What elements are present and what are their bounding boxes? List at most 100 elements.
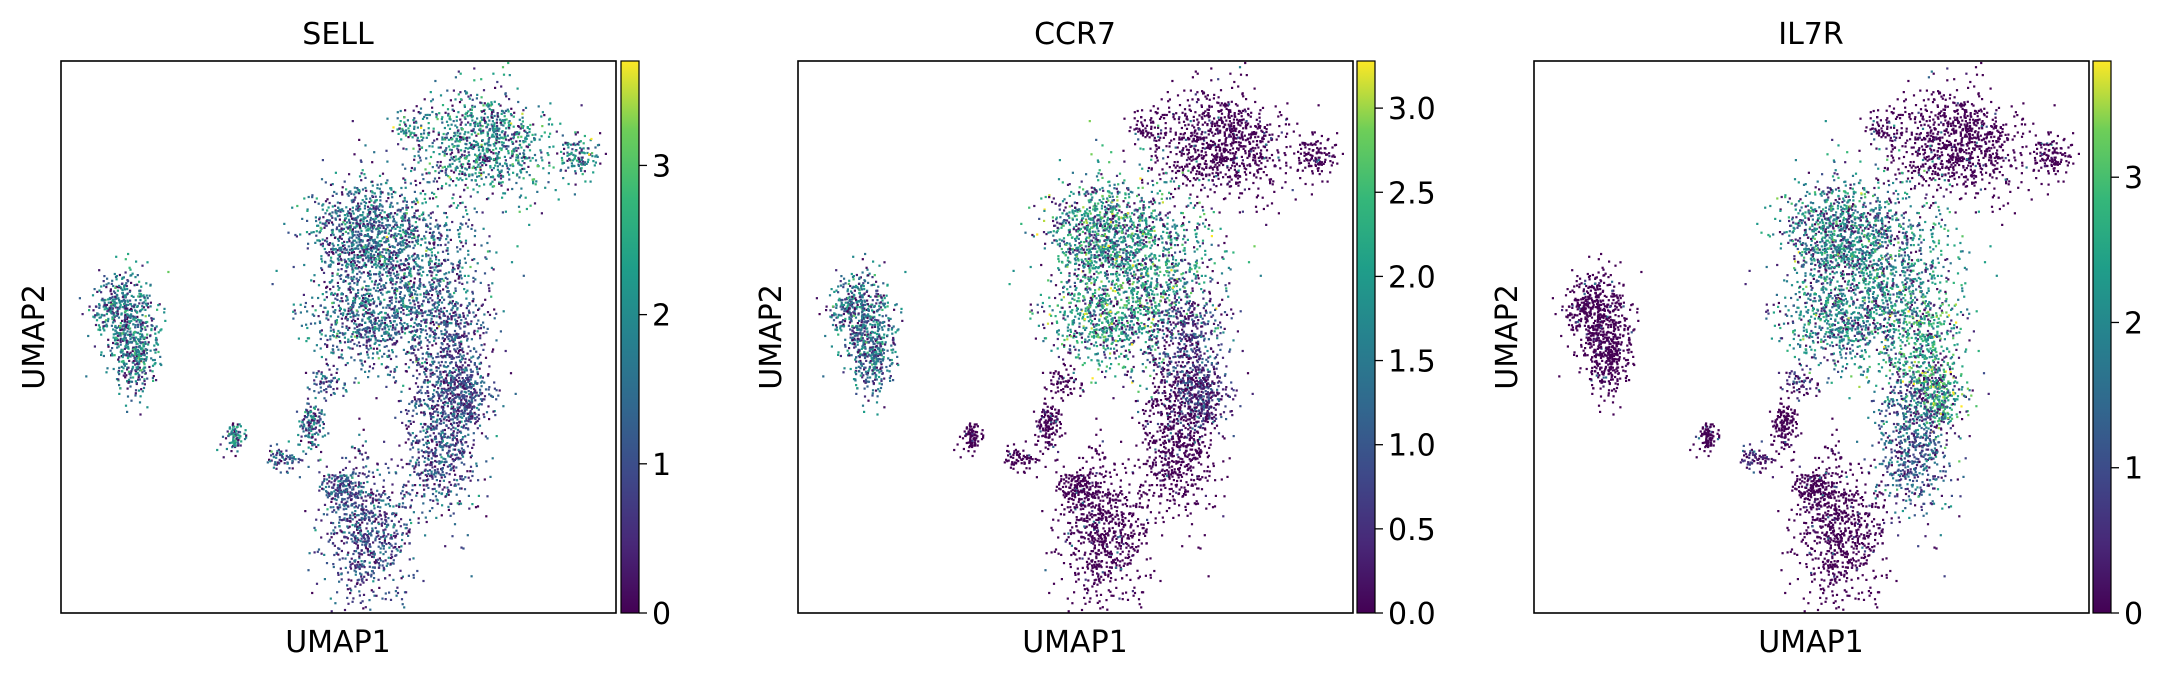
cell-point (380, 204, 383, 207)
cell-point (357, 330, 360, 334)
cell-point (431, 320, 435, 324)
cell-point (543, 114, 546, 117)
cell-point (103, 275, 106, 278)
cell-point (500, 148, 503, 152)
cell-point (391, 227, 394, 230)
cell-point (441, 343, 444, 346)
cell-point (496, 127, 499, 130)
cell-point (490, 116, 493, 119)
cell-point (389, 216, 392, 219)
cell-point (421, 365, 424, 368)
cell-point (129, 371, 132, 374)
cell-point (508, 74, 511, 77)
cell-point (485, 176, 488, 179)
cell-point (350, 277, 353, 280)
cell-point (353, 254, 356, 257)
cell-point (502, 310, 505, 313)
cell-point (378, 265, 381, 268)
cell-point (344, 363, 347, 367)
cell-point (345, 248, 348, 251)
cell-point (428, 352, 431, 355)
cell-point (439, 164, 442, 167)
cell-point (138, 321, 141, 324)
cell-point (438, 299, 441, 302)
cell-point (433, 139, 436, 142)
cell-point (465, 334, 468, 338)
cell-point (500, 169, 503, 172)
cell-point (440, 187, 443, 190)
cell-point (481, 118, 484, 121)
cell-point (434, 334, 437, 337)
cell-point (144, 348, 147, 351)
cell-point (399, 109, 402, 113)
cell-point (409, 286, 412, 289)
cell-point (321, 208, 324, 211)
cell-point (321, 245, 324, 248)
cell-point (449, 382, 453, 385)
cell-point (421, 173, 424, 176)
cell-point (431, 266, 434, 269)
cell-point (473, 333, 476, 336)
cell-point (394, 343, 397, 346)
cell-point (134, 299, 137, 302)
cell-point (366, 215, 369, 218)
cell-point (433, 246, 436, 249)
cell-point (433, 238, 436, 241)
cell-point (431, 191, 434, 194)
cell-point (406, 266, 409, 270)
cell-point (480, 96, 483, 99)
cell-point (415, 263, 418, 266)
cell-point (457, 408, 460, 411)
cell-point (430, 254, 433, 257)
cell-point (428, 231, 431, 234)
cell-point (357, 381, 360, 384)
cell-point (460, 153, 464, 156)
cell-point (479, 337, 482, 340)
cell-point (325, 237, 329, 240)
cell-point (402, 304, 405, 308)
cell-point (499, 118, 502, 121)
cell-point (476, 117, 479, 120)
cell-point (345, 206, 348, 209)
cell-point (381, 322, 384, 325)
cell-point (518, 196, 521, 199)
cell-point (353, 186, 356, 189)
cell-point (338, 208, 341, 211)
cell-point (139, 354, 143, 357)
cell-point (455, 386, 458, 389)
cell-point (596, 155, 599, 158)
cell-point (483, 102, 486, 105)
cell-point (356, 245, 359, 248)
cell-point (330, 323, 333, 326)
cell-point (574, 143, 577, 147)
cell-point (446, 281, 449, 284)
cell-point (321, 293, 324, 296)
cell-point (396, 243, 399, 247)
cell-point (381, 221, 384, 225)
cell-point (319, 321, 322, 324)
cell-point (459, 327, 462, 330)
cell-point (449, 153, 452, 156)
cell-point (473, 315, 476, 318)
cell-point (98, 304, 101, 307)
cell-point (362, 211, 365, 214)
cell-point (128, 290, 131, 293)
cell-point (433, 177, 437, 180)
cell-point (395, 355, 398, 358)
cell-point (413, 117, 416, 120)
cell-point (408, 219, 411, 222)
cell-point (479, 174, 483, 177)
cell-point (423, 321, 427, 324)
cell-point (427, 127, 430, 130)
cell-point (360, 266, 364, 269)
cell-point (381, 209, 384, 212)
cell-point (477, 146, 480, 149)
cell-point (349, 260, 353, 263)
cell-point (102, 284, 106, 287)
cell-point (386, 117, 389, 120)
cell-point (87, 334, 90, 338)
cell-point (403, 284, 406, 287)
cell-point (124, 301, 127, 304)
cell-point (530, 140, 533, 143)
cell-point (492, 158, 496, 161)
